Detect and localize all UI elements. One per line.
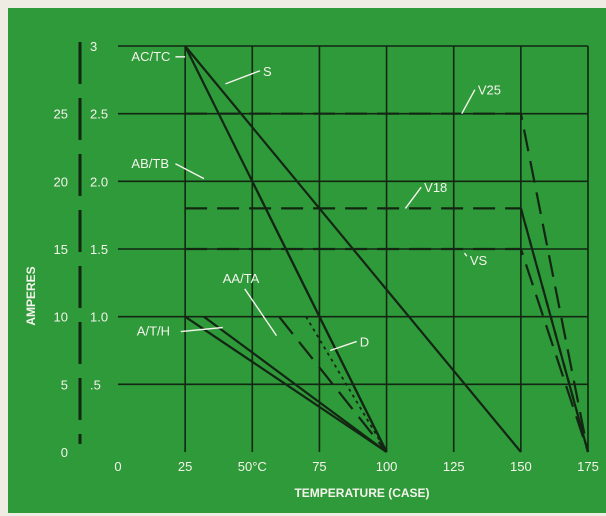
- x-axis-title: TEMPERATURE (CASE): [294, 486, 429, 500]
- curve-a-t-h: [203, 315, 388, 453]
- annotation-leader: [329, 340, 357, 352]
- annotation-leader: [461, 89, 476, 115]
- y-tick-label-inner: 3: [90, 39, 97, 54]
- annotation-leader: [463, 252, 468, 257]
- x-tick-label: 125: [443, 459, 465, 474]
- annotation-leader: [180, 326, 223, 333]
- annotation-aa-ta: AA/TA: [223, 271, 260, 286]
- annotation-ab-tb: AB/TB: [131, 156, 169, 171]
- y-tick-label-outer: 25: [54, 107, 68, 122]
- x-tick-label: 0: [114, 459, 121, 474]
- chart-background: [8, 8, 606, 513]
- annotation-a-t-h: A/T/H: [137, 324, 170, 339]
- annotation-leader: [404, 186, 422, 209]
- derating-curves: [184, 45, 590, 453]
- y-tick-label-outer: 20: [54, 174, 68, 189]
- curve-a-t-h: [184, 315, 388, 453]
- annotation-leader: [225, 70, 261, 85]
- y-tick-label-outer: 15: [54, 242, 68, 257]
- y-tick-label-inner: 1.5: [90, 242, 108, 257]
- curve-d: [305, 316, 388, 453]
- annotation-d: D: [360, 334, 369, 349]
- curve-d: [519, 208, 590, 453]
- y-tick-label-inner: 1.0: [90, 310, 108, 325]
- annotation-leader: [175, 163, 205, 180]
- y-tick-label-inner: .5: [90, 377, 101, 392]
- curve-aa-ta: [278, 316, 388, 453]
- y-tick-label-outer: 0: [61, 445, 68, 460]
- annotation-v18: V18: [424, 180, 447, 195]
- annotation-v25: V25: [478, 83, 501, 98]
- x-tick-label: 25: [178, 459, 192, 474]
- x-tick-label: 50°C: [238, 459, 267, 474]
- annotation-leader: [244, 288, 278, 337]
- curve-ab-tb: [251, 180, 388, 453]
- annotation-ac-tc: AC/TC: [131, 49, 170, 64]
- x-tick-label: 100: [376, 459, 398, 474]
- x-tick-label: 75: [312, 459, 326, 474]
- annotation-s: S: [263, 64, 272, 79]
- x-tick-label: 150: [510, 459, 532, 474]
- y-axis-title: AMPERES: [24, 266, 38, 325]
- annotation-labels: AC/TC S V25 AB/TB V18 VS AA/TA D A/T/H: [131, 49, 501, 352]
- annotation-vs: VS: [470, 253, 488, 268]
- y-tick-label-outer: 10: [54, 310, 68, 325]
- y-tick-label-inner: 2.5: [90, 107, 108, 122]
- y-tick-label-outer: 5: [61, 377, 68, 392]
- axes: 0 25 50°C 75 100 125 150 175 .5 1.0 1.5 2.0 2.5 3 0 5 10…: [54, 39, 599, 474]
- y-tick-label-inner: 2.0: [90, 174, 108, 189]
- curve-v25: [185, 112, 590, 453]
- curve-vs: [185, 247, 590, 453]
- x-tick-label: 175: [577, 459, 599, 474]
